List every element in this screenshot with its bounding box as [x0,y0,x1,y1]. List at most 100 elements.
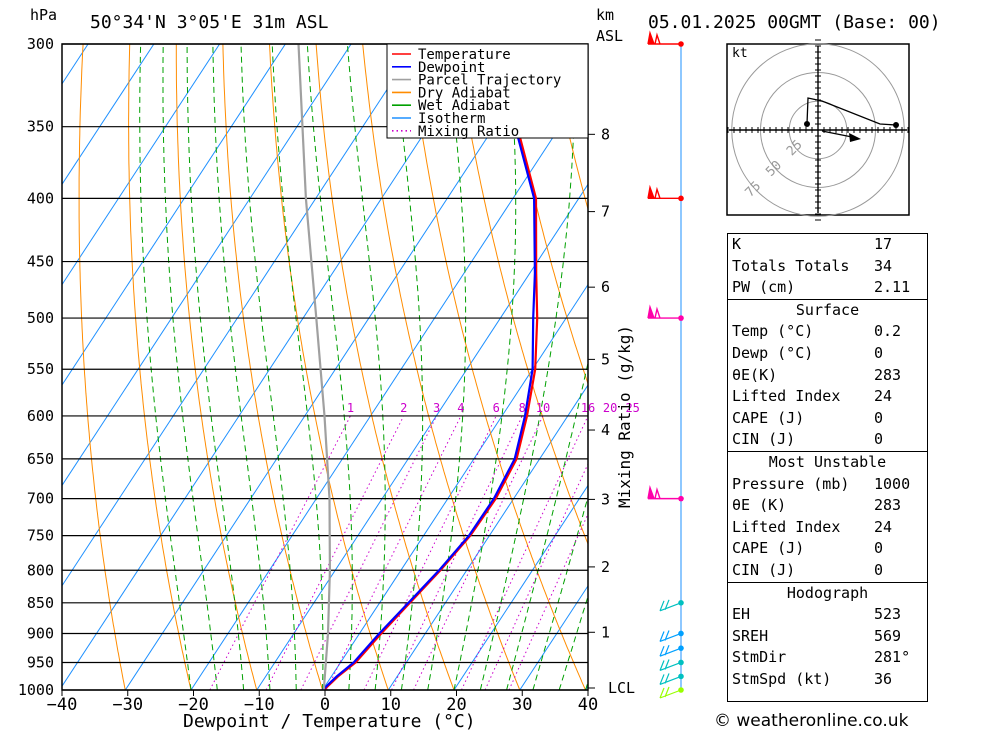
hodograph-trace [806,97,897,126]
asl-label: ASL [596,27,623,45]
dry-adiabat-line [175,44,258,690]
index-label: StmDir [732,648,787,667]
x-tick-label: 20 [446,695,466,715]
x-tick-label: −10 [244,695,275,715]
x-tick-label: −40 [47,695,78,715]
index-label: θE(K) [732,365,778,384]
x-tick-label: 30 [512,695,532,715]
mixing-ratio-line [484,462,588,690]
index-label: K [732,235,742,253]
temperature-profile [323,44,539,690]
x-tick-label: 40 [578,695,598,715]
stability-indices: K 17 Totals Totals 34 PW (cm) 2.11 [728,234,927,299]
surface-indices: Temp (°C) 0.2 Dewp (°C) 0 θE(K) 283 Lifted Ind… [728,321,927,451]
pressure-tick-label: 700 [27,490,54,508]
index-row: PW (cm) 2.11 [728,277,927,299]
index-label: CAPE (J) [732,408,805,427]
index-row: EH 523 [728,604,927,626]
most-unstable-indices: Pressure (mb) 1000 θE (K) 283 Lifted Index 24… [728,474,927,582]
dry-adiabat-line [919,35,1000,690]
dry-adiabat-line [128,44,192,690]
wind-barb-pennant [648,33,654,44]
isotherm-line [124,44,549,690]
mixing-ratio-line [265,415,405,690]
mixing-ratio-label: 4 [457,401,464,415]
mixing-ratio-line [363,415,497,690]
mixing-ratio-label: 10 [536,401,550,415]
mixing-ratio-label: 3 [433,401,440,415]
index-row: StmSpd (kt) 36 [728,669,927,691]
pressure-tick-label: 450 [27,253,54,271]
index-row: SREH 569 [728,626,927,648]
index-row: K 17 [728,234,927,256]
index-value: 17 [874,235,893,253]
dewpoint-profile [321,44,537,690]
isotherm-line [62,44,155,186]
km-tick-label: 7 [601,203,610,221]
wind-barb [659,686,682,699]
x-tick-label: −30 [112,695,143,715]
index-value: 283 [874,496,902,515]
pressure-tick-label: 400 [27,189,54,207]
hodograph-end-point [893,122,899,128]
km-label: km [596,6,614,24]
wind-barb [659,673,682,685]
index-label: CAPE (J) [732,539,805,558]
index-value: 569 [874,626,902,645]
dry-adiabat-line [408,44,586,690]
wind-barb [659,659,682,672]
isotherm-line [322,283,588,690]
pressure-tick-label: 850 [27,594,54,612]
pressure-tick-label: 300 [27,35,54,53]
index-label: Temp (°C) [732,322,814,341]
copyright-footer[interactable]: © weatheronline.co.uk [714,711,909,731]
isotherm-line [62,44,484,688]
surface-header: Surface [728,298,927,322]
index-value: 1000 [874,474,911,493]
index-row: Totals Totals 34 [728,256,927,278]
legend-label: Wet Adiabat [418,98,511,114]
isotherm-line [62,44,286,386]
index-label: Lifted Index [732,517,841,536]
legend-label: Dry Adiabat [418,85,511,101]
km-tick-label: 2 [601,558,610,576]
pressure-tick-label: 950 [27,653,54,671]
pressure-tick-label: 600 [27,407,54,425]
pressure-tick-label: 500 [27,309,54,327]
index-row: CAPE (J) 0 [728,538,927,560]
km-tick-label: 3 [601,490,610,508]
mixing-ratio-label: 6 [493,401,500,415]
mixing-ratio-line [300,415,438,690]
index-row: CIN (J) 0 [728,560,927,582]
x-tick-label: −20 [178,695,209,715]
km-tick-label: 8 [601,125,610,143]
mixing-ratio-line [209,415,351,690]
isotherm-line [256,183,588,690]
legend-label: Dewpoint [418,60,485,76]
wind-profile [647,30,684,699]
height-km-axis: 8 7 6 5 4 3 2 1 LCL [588,125,635,697]
index-row: CIN (J) 0 [728,429,927,451]
index-value: 0 [874,539,884,558]
index-label: SREH [732,626,769,645]
index-value: 283 [874,365,902,384]
index-row: Temp (°C) 0.2 [728,321,927,343]
x-tick-label: 0 [320,695,330,715]
index-row: θE (K) 283 [728,495,927,517]
pressure-tick-label: 650 [27,450,54,468]
index-row: StmDir 281° [728,647,927,669]
index-value: 0.2 [874,322,902,341]
index-label: PW (cm) [732,278,796,297]
dry-adiabat-line [362,44,521,690]
index-value: 24 [874,387,893,406]
dry-adiabat-line [78,44,126,690]
parcel-trajectory-profile [297,44,332,690]
station-location: 50°34'N 3°05'E 31m ASL [90,12,329,33]
hodograph-start-point [804,121,810,127]
wind-barb [659,644,682,657]
pressure-tick-label: 750 [27,527,54,545]
index-label: Pressure (mb) [732,474,850,493]
wind-barb [659,630,682,643]
